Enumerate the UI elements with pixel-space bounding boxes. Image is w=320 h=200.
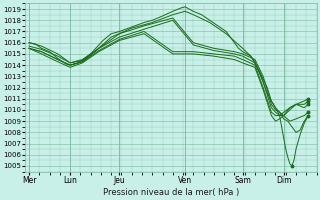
X-axis label: Pression niveau de la mer( hPa ): Pression niveau de la mer( hPa ) — [103, 188, 239, 197]
